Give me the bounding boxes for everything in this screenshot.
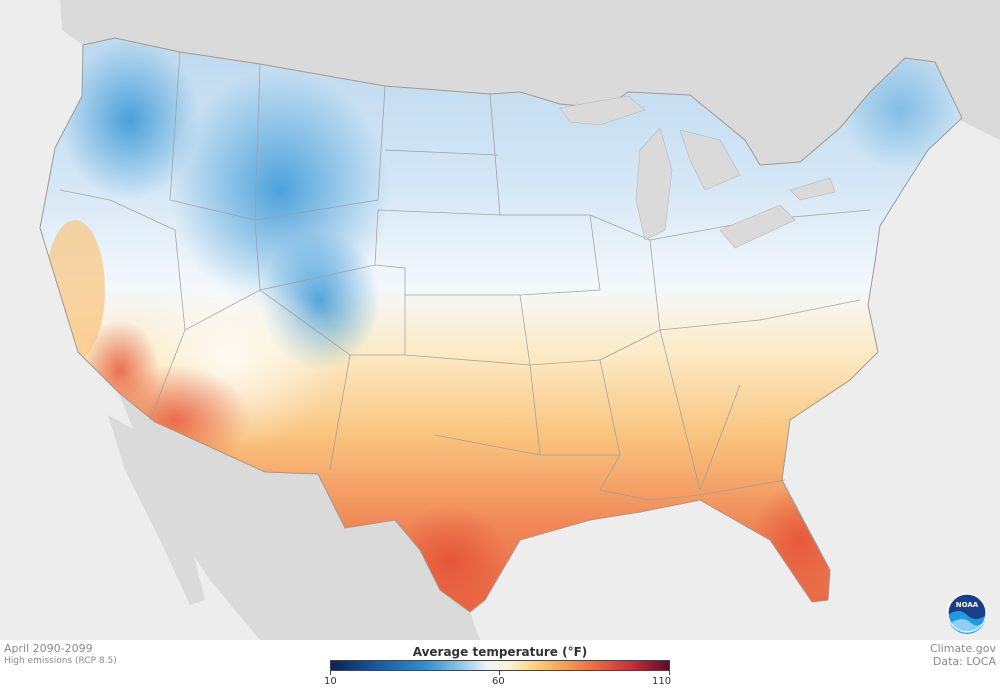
legend-tick-mid-mark [499,671,500,675]
legend-tick-min-mark [330,671,331,675]
source-credit: Climate.gov [929,642,996,655]
legend-tick-max-mark [669,671,670,675]
legend-tick-max: 110 [652,676,672,687]
mexico-landmass [118,392,480,640]
noaa-logo: NOAA [947,593,987,634]
baja-peninsula [108,415,205,605]
scenario-label: High emissions (RCP 8.5) [4,656,117,666]
temperature-map: NOAA [39,0,1000,640]
map-svg: NOAA [39,0,1000,640]
legend-tick-min: 10 [324,676,337,687]
time-period-label: April 2090-2099 [4,642,93,655]
data-credit: Data: LOCA [932,655,996,668]
noaa-logo-text: NOAA [956,601,979,609]
legend-title: Average temperature (°F) [412,645,588,659]
legend-tick-mid: 60 [492,676,505,687]
state-borders [59,51,871,501]
great-lakes [559,95,836,249]
canada-landmass [60,0,1000,165]
map-footer: April 2090-2099 High emissions (RCP 8.5)… [0,640,1000,690]
legend-color-bar [330,660,670,671]
